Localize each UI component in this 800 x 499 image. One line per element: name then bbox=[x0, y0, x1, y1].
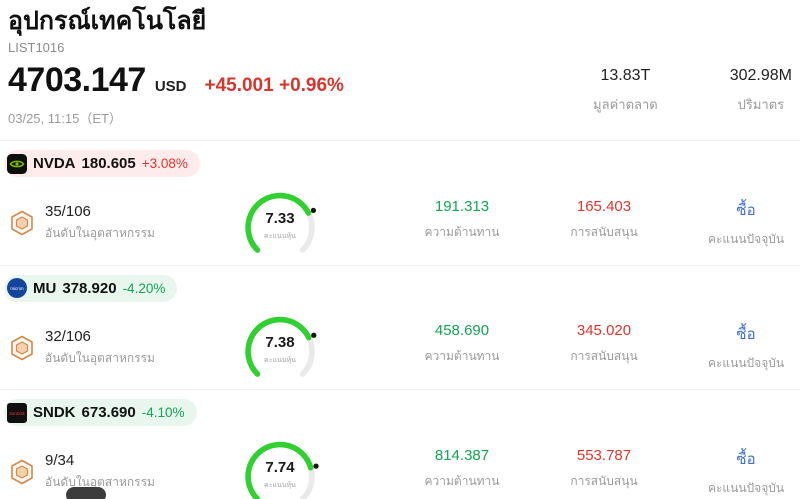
resistance-label: ความต้านทาน bbox=[424, 349, 500, 364]
gauge-label: คะแนนหุ้น bbox=[264, 232, 296, 240]
industry-rank-icon bbox=[8, 209, 36, 237]
resistance-stat: 458.690 ความต้านทาน bbox=[416, 322, 508, 373]
resistance-label: ความต้านทาน bbox=[424, 224, 500, 239]
score-gauge: 7.38 คะแนนหุ้น bbox=[240, 310, 320, 385]
signal-label: คะแนนปัจจุบัน bbox=[707, 480, 785, 495]
ticker-price: 180.605 bbox=[81, 155, 136, 173]
signal-label: คะแนนปัจจุบัน bbox=[707, 231, 785, 246]
industry-rank-icon bbox=[8, 458, 36, 486]
signal-stat: ซื้อ คะแนนปัจจุบัน bbox=[700, 322, 792, 373]
score-gauge: 7.74 คะแนนหุ้น bbox=[240, 435, 320, 499]
industry-rank: 35/106 อันดับในอุตสาหกรรม bbox=[4, 203, 240, 243]
score-gauge: 7.33 คะแนนหุ้น bbox=[240, 186, 320, 261]
signal-stat: ซื้อ คะแนนปัจจุบัน bbox=[700, 198, 792, 249]
gauge-arc bbox=[240, 186, 320, 261]
micron-logo-icon: micron bbox=[7, 278, 27, 299]
support-label: การสนับสนุน bbox=[570, 349, 638, 364]
support-label: การสนับสนุน bbox=[570, 224, 638, 239]
support-value: 345.020 bbox=[576, 322, 632, 340]
resistance-stat: 814.387 ความต้านทาน bbox=[416, 447, 508, 498]
support-stat: 553.787 การสนับสนุน bbox=[558, 447, 650, 498]
header-stats: 13.83T มูลค่าตลาด 302.98M ปริมาตร bbox=[593, 61, 792, 127]
index-price: 4703.147 bbox=[8, 61, 146, 100]
gauge-arc bbox=[240, 310, 320, 385]
ticker-change: -4.10% bbox=[141, 405, 185, 421]
support-value: 165.403 bbox=[576, 197, 632, 215]
stock-stats: 458.690 ความต้านทาน 345.020 การสนับสนุน … bbox=[416, 322, 796, 373]
support-stat: 165.403 การสนับสนุน bbox=[558, 198, 650, 249]
ticker-change: +3.08% bbox=[141, 156, 188, 172]
gauge-score: 7.33 bbox=[265, 209, 295, 227]
stock-row: 35/106 อันดับในอุตสาหกรรม 7.33 คะแนนหุ้น… bbox=[0, 186, 800, 261]
industry-rank-icon bbox=[8, 334, 36, 362]
stock-section-sndk: SanDisk SNDK 673.690 -4.10% 9/34 อันดับใ… bbox=[0, 390, 800, 499]
gauge-score: 7.38 bbox=[265, 334, 295, 352]
svg-text:micron: micron bbox=[10, 286, 24, 291]
ticker-symbol: SNDK bbox=[33, 404, 76, 422]
page-title: อุปกรณ์เทคโนโลยี bbox=[8, 7, 207, 35]
buy-signal-link[interactable]: ซื้อ bbox=[736, 201, 756, 219]
header: อุปกรณ์เทคโนโลยี LIST1016 4703.147 USD +… bbox=[0, 0, 800, 142]
rank-label: อันดับในอุตสาหกรรม bbox=[45, 475, 155, 490]
nvda-logo-icon bbox=[7, 153, 27, 174]
buy-signal-link[interactable]: ซื้อ bbox=[736, 326, 756, 344]
ticker-pill-mu[interactable]: micron MU 378.920 -4.20% bbox=[4, 274, 178, 302]
industry-rank: 32/106 อันดับในอุตสาหกรรม bbox=[4, 328, 240, 368]
price-block: 4703.147 USD +45.001 +0.96% 03/25, 11:15… bbox=[8, 61, 344, 127]
resistance-value: 814.387 bbox=[434, 446, 490, 464]
support-stat: 345.020 การสนับสนุน bbox=[558, 322, 650, 373]
timestamp: 03/25, 11:15（ET） bbox=[8, 111, 122, 127]
ticker-symbol: MU bbox=[33, 279, 57, 297]
gauge-arc bbox=[240, 435, 320, 499]
sandisk-logo-icon: SanDisk bbox=[7, 402, 27, 423]
ticker-price: 378.920 bbox=[62, 279, 117, 297]
market-cap-label: มูลค่าตลาด bbox=[593, 97, 658, 113]
stock-row: 32/106 อันดับในอุตสาหกรรม 7.38 คะแนนหุ้น… bbox=[0, 310, 800, 385]
gauge-score: 7.74 bbox=[265, 458, 295, 476]
price-row: 4703.147 USD +45.001 +0.96% 03/25, 11:15… bbox=[8, 61, 792, 140]
stock-stats: 814.387 ความต้านทาน 553.787 การสนับสนุน … bbox=[416, 447, 796, 498]
ticker-symbol: NVDA bbox=[33, 155, 76, 173]
resistance-value: 191.313 bbox=[434, 197, 490, 215]
support-value: 553.787 bbox=[576, 446, 632, 464]
rank-value: 9/34 bbox=[45, 452, 75, 470]
buy-signal-link[interactable]: ซื้อ bbox=[736, 450, 756, 468]
gauge-label: คะแนนหุ้น bbox=[264, 357, 296, 365]
market-cap-stat: 13.83T มูลค่าตลาด bbox=[593, 67, 658, 127]
stock-section-mu: micron MU 378.920 -4.20% 32/106 อันดับใน… bbox=[0, 266, 800, 391]
rank-value: 32/106 bbox=[45, 327, 91, 345]
resistance-stat: 191.313 ความต้านทาน bbox=[416, 198, 508, 249]
signal-stat: ซื้อ คะแนนปัจจุบัน bbox=[700, 447, 792, 498]
resistance-label: ความต้านทาน bbox=[424, 473, 500, 488]
stock-section-nvda: NVDA 180.605 +3.08% 35/106 อันดับในอุตสา… bbox=[0, 141, 800, 266]
resistance-value: 458.690 bbox=[434, 322, 490, 340]
market-cap-value: 13.83T bbox=[600, 67, 651, 85]
volume-value: 302.98M bbox=[729, 67, 792, 85]
list-id: LIST1016 bbox=[8, 40, 65, 56]
ticker-change: -4.20% bbox=[122, 280, 166, 296]
stock-stats: 191.313 ความต้านทาน 165.403 การสนับสนุน … bbox=[416, 198, 796, 249]
ticker-price: 673.690 bbox=[81, 404, 136, 422]
signal-label: คะแนนปัจจุบัน bbox=[707, 356, 785, 371]
gauge-label: คะแนนหุ้น bbox=[264, 481, 296, 489]
industry-rank: 9/34 อันดับในอุตสาหกรรม bbox=[4, 452, 240, 492]
ticker-pill-nvda[interactable]: NVDA 180.605 +3.08% bbox=[4, 150, 200, 178]
rank-label: อันดับในอุตสาหกรรม bbox=[45, 226, 155, 241]
rank-label: อันดับในอุตสาหกรรม bbox=[45, 350, 155, 365]
svg-text:SanDisk: SanDisk bbox=[9, 411, 25, 416]
rank-value: 35/106 bbox=[45, 203, 91, 221]
volume-label: ปริมาตร bbox=[737, 97, 785, 113]
index-change: +45.001 +0.96% bbox=[204, 75, 344, 97]
currency-label: USD bbox=[154, 78, 187, 96]
volume-stat: 302.98M ปริมาตร bbox=[730, 67, 792, 127]
support-label: การสนับสนุน bbox=[570, 473, 638, 488]
stock-row: 9/34 อันดับในอุตสาหกรรม 7.74 คะแนนหุ้น 8… bbox=[0, 435, 800, 499]
partial-next-row-fragment bbox=[66, 487, 106, 499]
ticker-pill-sndk[interactable]: SanDisk SNDK 673.690 -4.10% bbox=[4, 399, 197, 427]
